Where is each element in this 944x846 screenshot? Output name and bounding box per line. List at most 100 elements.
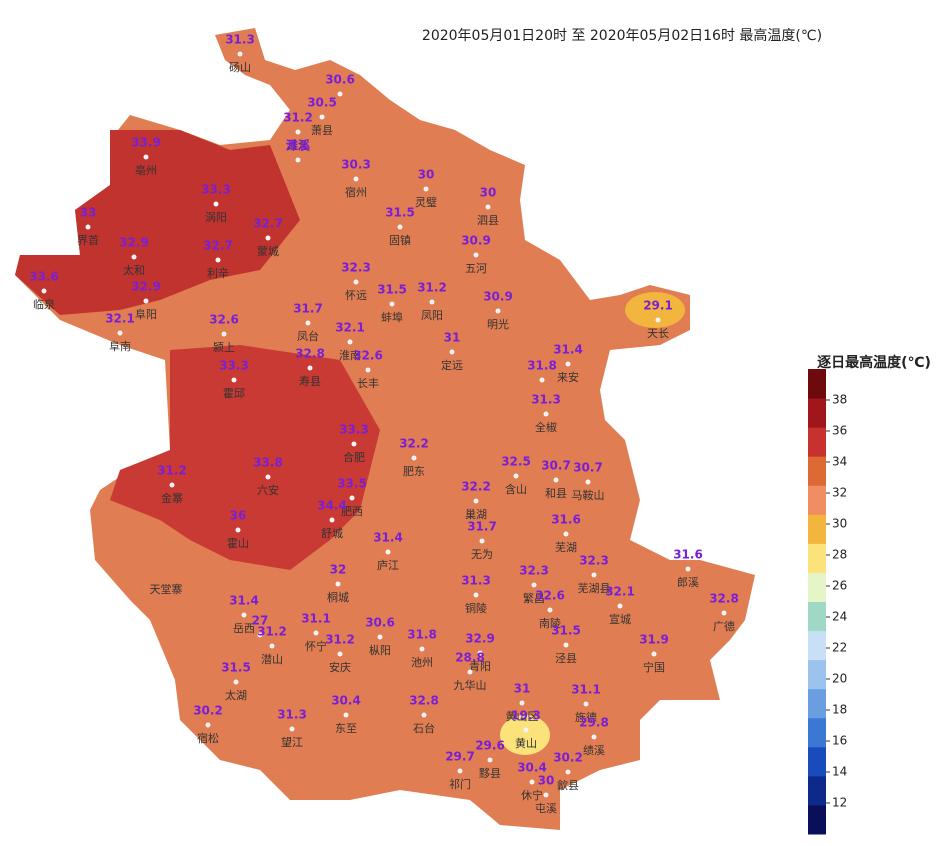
legend-swatch [808, 369, 826, 399]
legend-swatch [808, 601, 826, 632]
station-value: 31.5 [221, 661, 251, 675]
station-dot [423, 186, 429, 192]
station-name: 池州 [411, 656, 433, 669]
station-name: 芜湖县 [578, 581, 611, 595]
station-name: 庐江 [377, 558, 399, 572]
station-value: 32.6 [535, 589, 565, 603]
station-name: 太和 [123, 264, 145, 277]
station-value: 31 [444, 331, 461, 345]
station-value: 32.8 [295, 347, 325, 361]
station-name: 怀宁 [305, 639, 327, 653]
cool-spot [500, 715, 550, 755]
station-dot [591, 572, 597, 578]
legend-swatch [808, 572, 826, 602]
legend-tick-label: 30 [832, 517, 847, 531]
station-value: 33.6 [29, 270, 59, 284]
station-name: 寿县 [299, 374, 321, 388]
station-dot [583, 701, 589, 707]
station-dot [685, 566, 691, 572]
station-dot [487, 757, 493, 763]
station-dot [237, 51, 243, 57]
station-name: 全椒 [535, 420, 557, 434]
legend-swatch [808, 659, 826, 690]
station-name: 潜山 [261, 652, 283, 666]
station-value: 32.2 [399, 437, 429, 451]
station-value: 32.6 [353, 349, 383, 363]
station-value: 30.7 [573, 461, 603, 475]
station-name: 无为 [471, 548, 493, 561]
cool-spot [625, 292, 685, 328]
station-name: 宿州 [345, 185, 367, 199]
station-value: 32.9 [465, 632, 495, 646]
station-dot [565, 769, 571, 775]
station-dot [235, 527, 241, 533]
legend-swatch [808, 630, 826, 661]
station-value: 30.9 [483, 290, 513, 304]
station-value: 36 [230, 509, 247, 523]
station-value: 29.7 [445, 750, 475, 764]
station-dot [215, 257, 221, 263]
legend-tick-label: 20 [832, 672, 847, 686]
station-value: 31.6 [551, 513, 581, 527]
station-dot [351, 441, 357, 447]
station-value: 濉溪 [286, 138, 311, 153]
station-value: 31.3 [461, 574, 491, 588]
station-dot [231, 377, 237, 383]
legend-title: 逐日最高温度(℃) [817, 354, 931, 371]
station-dot [473, 592, 479, 598]
legend-tick-label: 24 [832, 610, 847, 624]
legend-tick-label: 12 [832, 796, 847, 810]
station-name: 宣城 [609, 612, 631, 626]
legend-swatch [808, 717, 826, 748]
station-value: 31.4 [553, 343, 583, 357]
station-name: 九华山 [454, 678, 487, 692]
station-value: 33 [80, 206, 97, 220]
station-dot [563, 531, 569, 537]
station-dot [269, 643, 275, 649]
station-dot [143, 154, 149, 160]
station-name: 明光 [487, 317, 509, 331]
station-dot [721, 610, 727, 616]
hot-region [110, 345, 380, 570]
legend-swatch [808, 485, 826, 515]
station-name: 来安 [557, 370, 579, 384]
station-name: 石台 [413, 721, 435, 735]
station-name: 泾县 [555, 652, 577, 665]
station-dot [585, 479, 591, 485]
station-dot [131, 254, 137, 260]
station-dot [531, 582, 537, 588]
station-value: 33.3 [201, 183, 231, 197]
station-name: 东至 [335, 722, 357, 735]
station-name: 五河 [465, 262, 487, 275]
hot-region [15, 130, 300, 315]
station-dot [221, 331, 227, 337]
legend: 12 14 16 18 20 22 24 26 28 30 32 34 36 38 [808, 369, 847, 835]
station-dot [41, 288, 47, 294]
station-value: 30 [538, 774, 555, 788]
station-name: 舒城 [321, 526, 343, 540]
station-value: 32.9 [131, 280, 161, 294]
station-dot [233, 679, 239, 685]
station-name: 宁国 [643, 660, 665, 674]
legend-tick-label: 36 [832, 424, 847, 438]
legend-tick-label: 16 [832, 734, 847, 748]
station-value: 31.3 [531, 393, 561, 407]
station-dot [473, 252, 479, 258]
station-value: 32.8 [409, 694, 439, 708]
station-name: 泗县 [477, 214, 499, 227]
station-value: 31.8 [527, 359, 557, 373]
station-name: 淮北 [287, 139, 309, 152]
station-value: 28.8 [455, 651, 485, 665]
station-value: 31.4 [229, 594, 259, 608]
station-dot [565, 361, 571, 367]
station-name: 淮南 [339, 349, 361, 362]
station-value: 31.1 [301, 612, 331, 626]
station-name: 青阳 [469, 660, 491, 673]
station-dot [467, 669, 473, 675]
station-name: 旌德 [575, 710, 597, 724]
station-value: 31.2 [157, 464, 187, 478]
station-name: 郎溪 [677, 575, 699, 589]
station-dot [513, 473, 519, 479]
station-dot [539, 377, 545, 383]
